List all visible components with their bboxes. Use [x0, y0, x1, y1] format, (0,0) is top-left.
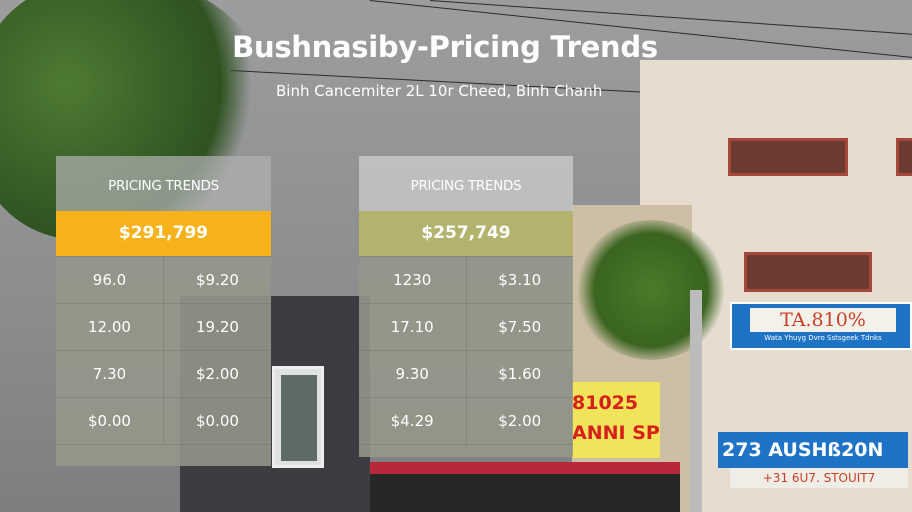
table-row: 17.10 $7.50	[359, 303, 573, 350]
table-heading: PRICING TRENDS	[359, 156, 573, 211]
shop-sign: +31 6U7. STOUIT7	[730, 468, 908, 488]
table-row: 12.00 19.20	[56, 303, 271, 350]
table-row: 96.0 $9.20	[56, 256, 271, 303]
table-row: 1230 $3.10	[359, 256, 573, 303]
page-subtitle: Binh Cancemiter 2L 10r Cheed, Binh Chanh	[276, 82, 603, 100]
storefront	[370, 462, 680, 512]
table-row: 9.30 $1.60	[359, 350, 573, 397]
table-heading: PRICING TRENDS	[56, 156, 271, 211]
table-row: 7.30 $2.00	[56, 350, 271, 397]
table-row: $0.00 $0.00	[56, 397, 271, 444]
page-title: Bushnasiby-Pricing Trends	[232, 30, 658, 64]
window	[272, 366, 324, 468]
price-banner: $257,749	[359, 211, 573, 256]
utility-pole	[690, 290, 702, 512]
pricing-table-2: PRICING TRENDS $257,749 1230 $3.10 17.10 $…	[359, 156, 573, 457]
table-row: $4.29 $2.00	[359, 397, 573, 444]
shop-sign: 81025 ANNI SP	[572, 382, 660, 458]
price-banner: $291,799	[56, 211, 271, 256]
pricing-table-1: PRICING TRENDS $291,799 96.0 $9.20 12.00 1…	[56, 156, 271, 466]
table-row-empty	[359, 444, 573, 457]
shop-sign: TA.810% Wata Yhuyg Dvro Sstsgeek Tdnks	[730, 302, 912, 350]
tree	[576, 220, 726, 360]
shop-sign: 273 AUSHß20N	[718, 432, 908, 468]
table-row-empty	[56, 444, 271, 466]
